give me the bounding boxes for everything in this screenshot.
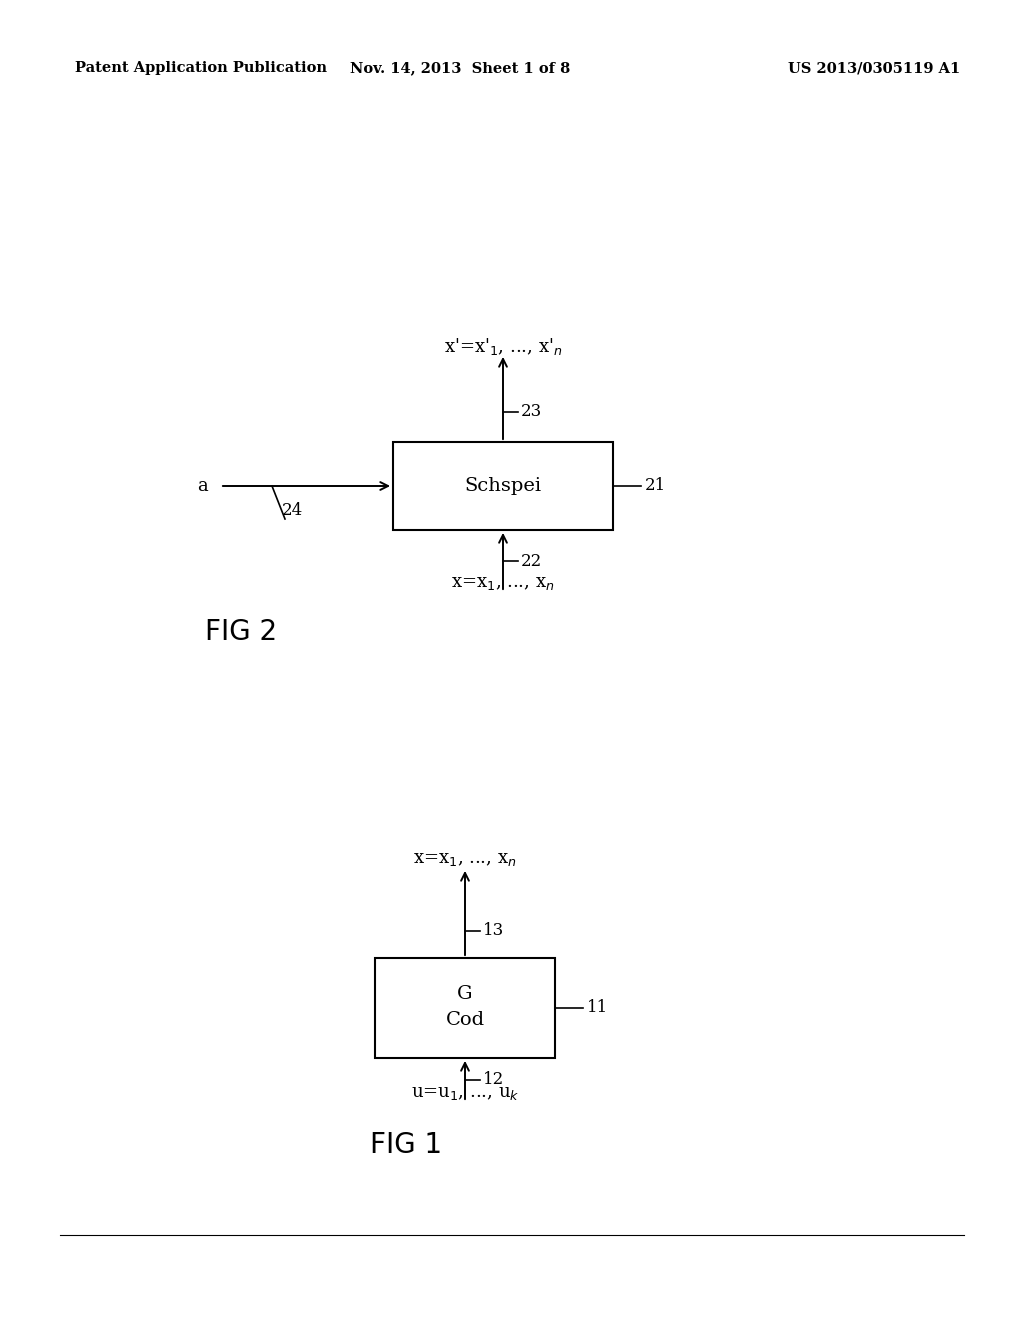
Text: Schspei: Schspei: [465, 477, 542, 495]
Text: x=x$_1$, ..., x$_n$: x=x$_1$, ..., x$_n$: [452, 574, 555, 591]
Text: 12: 12: [483, 1072, 504, 1089]
Text: x'=x'$_1$, ..., x'$_n$: x'=x'$_1$, ..., x'$_n$: [443, 337, 562, 356]
Bar: [393, 442, 613, 531]
Text: 21: 21: [645, 478, 667, 495]
Text: 22: 22: [521, 553, 543, 569]
Text: 24: 24: [282, 502, 303, 519]
Text: a: a: [198, 477, 208, 495]
Text: Cod: Cod: [445, 1011, 484, 1030]
Text: 11: 11: [587, 999, 608, 1016]
Text: 23: 23: [521, 404, 543, 421]
Text: x=x$_1$, ..., x$_n$: x=x$_1$, ..., x$_n$: [414, 850, 517, 869]
Text: 13: 13: [483, 921, 504, 939]
Text: Patent Application Publication: Patent Application Publication: [75, 61, 327, 75]
Text: Nov. 14, 2013  Sheet 1 of 8: Nov. 14, 2013 Sheet 1 of 8: [350, 61, 570, 75]
Text: FIG 2: FIG 2: [205, 618, 278, 645]
Text: US 2013/0305119 A1: US 2013/0305119 A1: [787, 61, 961, 75]
Text: u=u$_1$, ..., u$_k$: u=u$_1$, ..., u$_k$: [411, 1084, 519, 1102]
Text: FIG 1: FIG 1: [370, 1131, 442, 1159]
Bar: [375, 958, 555, 1059]
Text: G: G: [458, 985, 473, 1003]
